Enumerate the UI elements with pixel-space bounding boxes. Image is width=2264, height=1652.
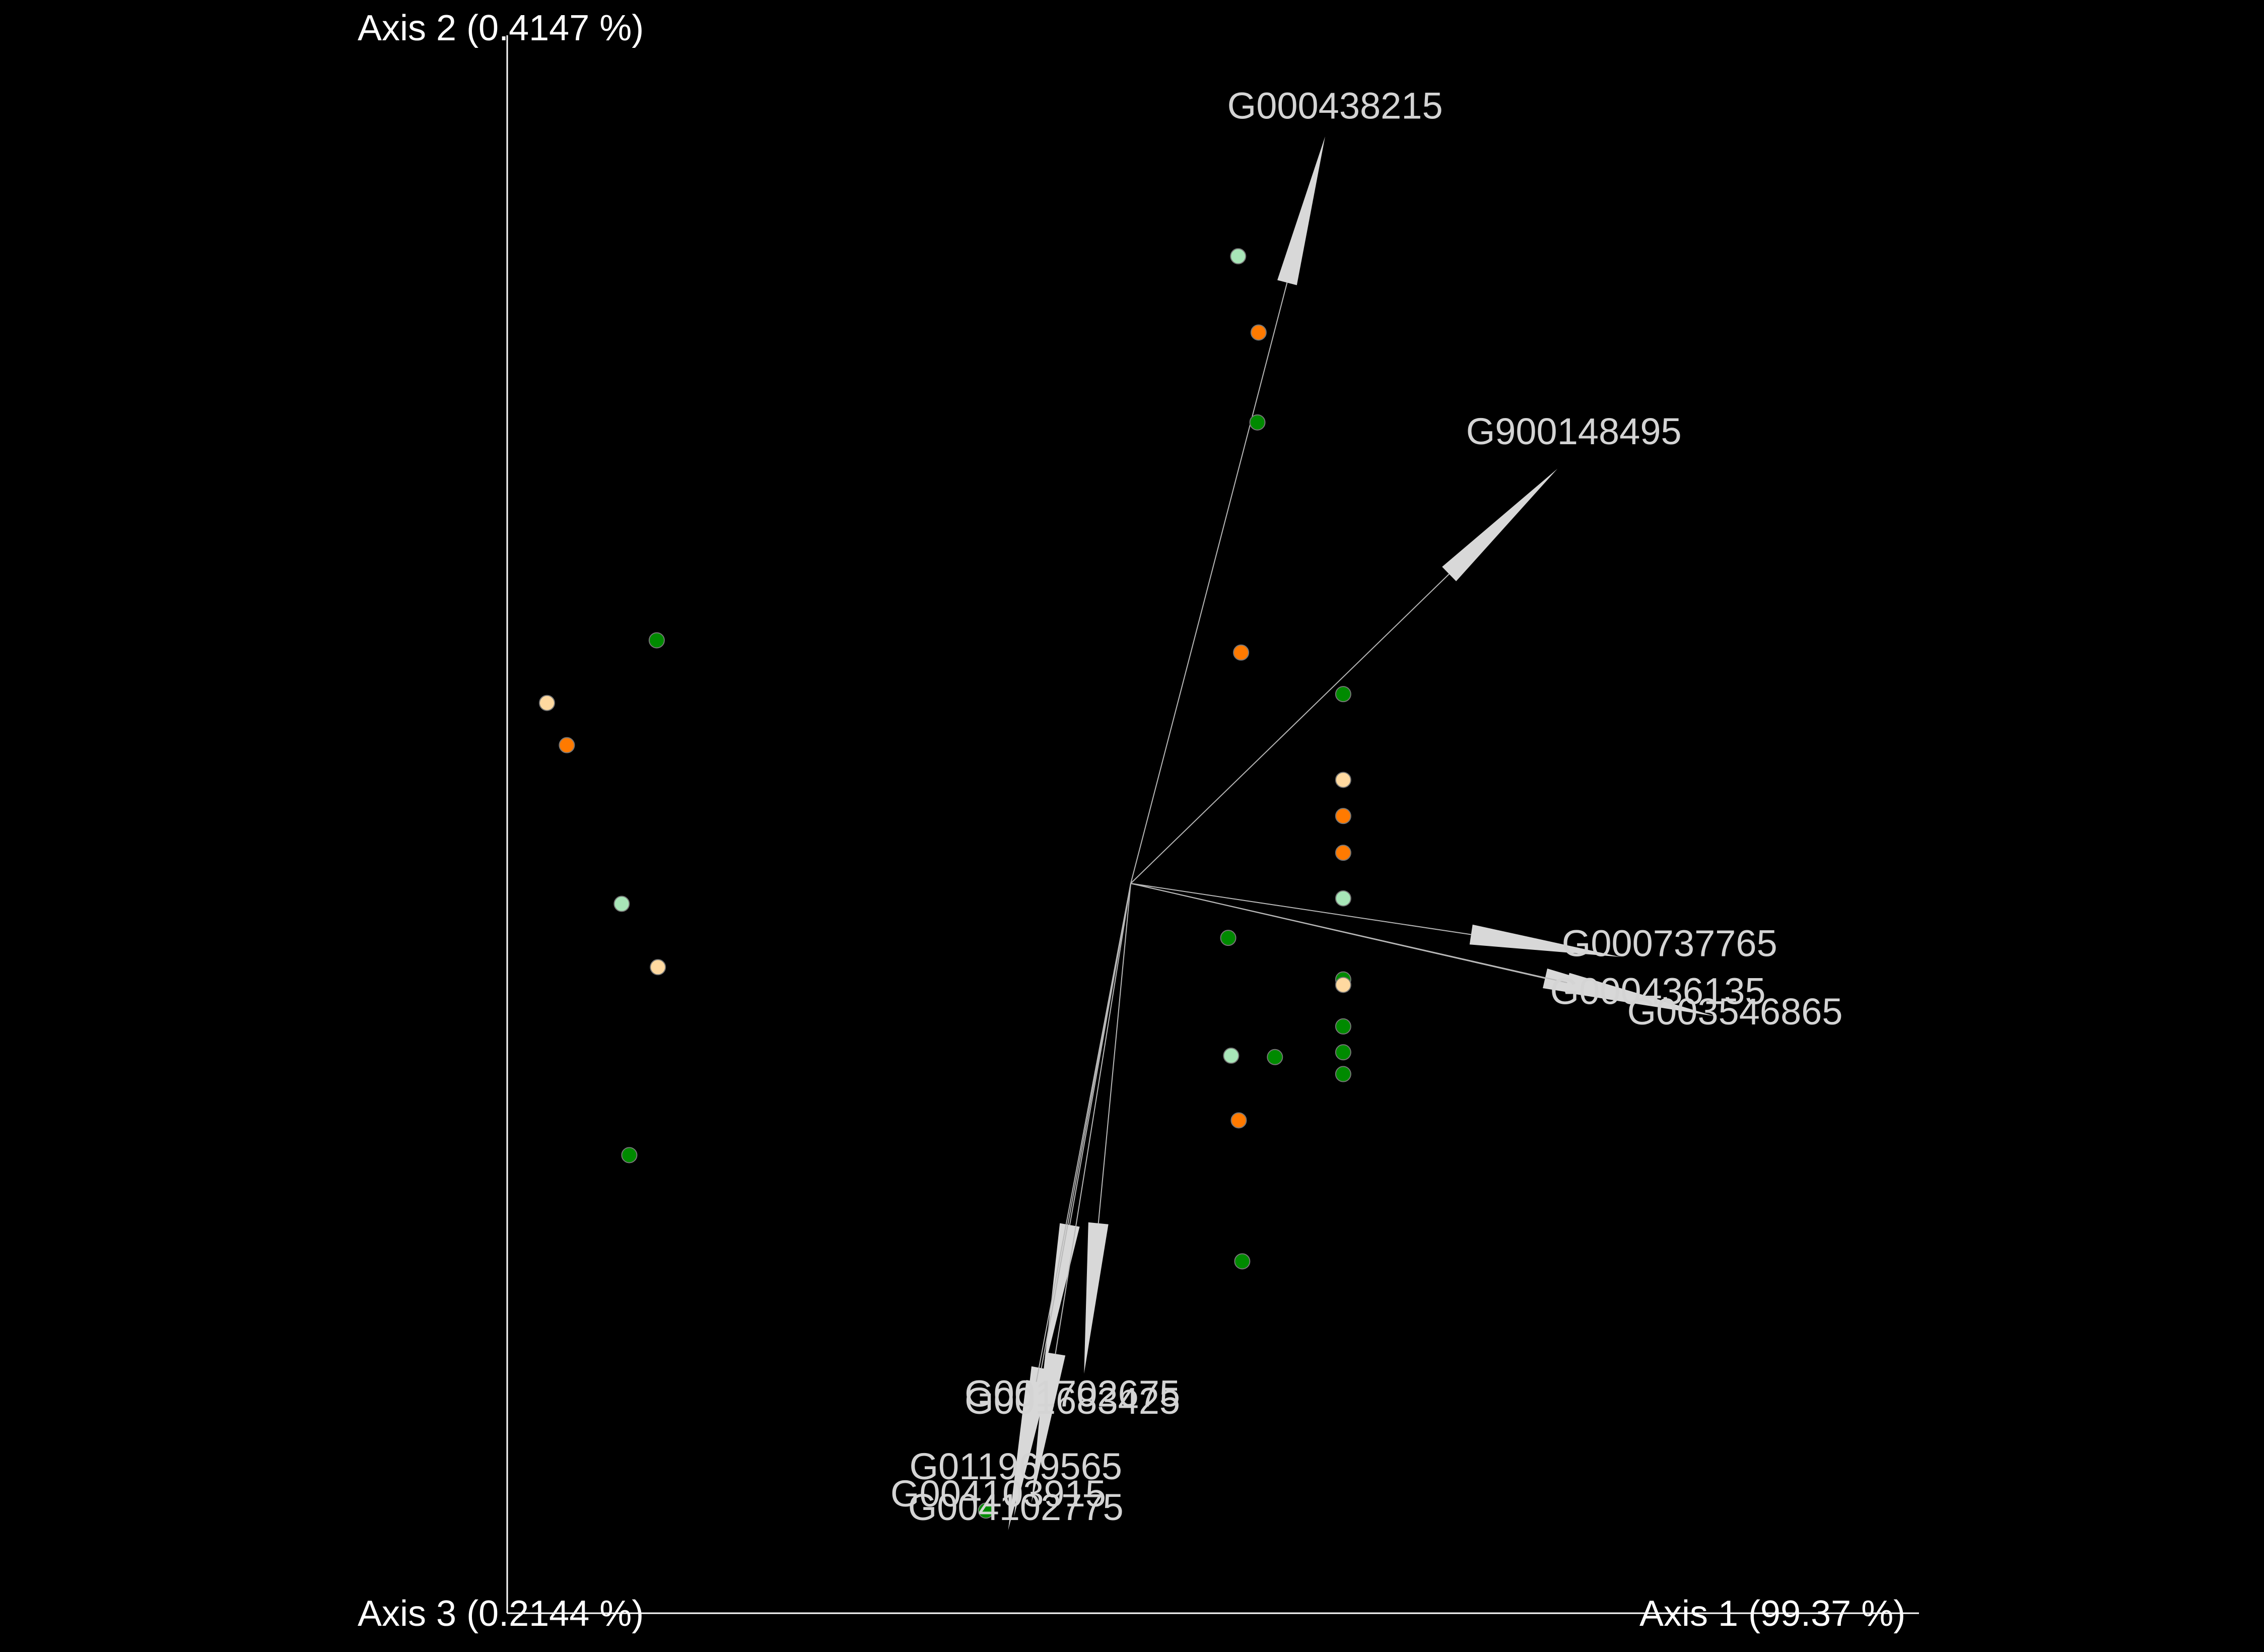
vector-label-2: G000737765 <box>1562 923 1777 965</box>
vector-line-9 <box>1036 883 1131 1382</box>
vector-label-1: G900148495 <box>1466 410 1682 452</box>
vector-label-9: G004102775 <box>908 1486 1124 1528</box>
sample-point-13 <box>1335 1044 1351 1061</box>
axis1-label: Axis 1 (99.37 %) <box>1639 1594 1905 1634</box>
vector-label-0: G000438215 <box>1227 85 1443 127</box>
axis2-label: Axis 2 (0.4147 %) <box>358 8 644 48</box>
vector-line-2 <box>1130 883 1471 935</box>
vector-line-5 <box>1097 883 1131 1223</box>
sample-point-5 <box>1335 772 1351 788</box>
vector-line-7 <box>1055 883 1131 1354</box>
sample-point-7 <box>1335 845 1351 861</box>
sample-point-12 <box>1335 1018 1351 1035</box>
sample-point-20 <box>648 632 665 649</box>
vector-arrowhead-6 <box>1043 1223 1080 1374</box>
vector-arrowhead-4 <box>1565 973 1714 1016</box>
vector-label-3: G000436135 <box>1550 970 1766 1012</box>
sample-point-0 <box>1230 248 1247 264</box>
vector-line-0 <box>1130 282 1288 884</box>
vector-labels: G000438215 G900148495 G000737765 G000436135… <box>890 85 1843 1528</box>
sample-point-1 <box>1250 324 1267 341</box>
vector-arrowhead-0 <box>1277 136 1325 286</box>
vector-arrowhead-8 <box>1014 1366 1052 1517</box>
sample-points <box>539 248 1351 1519</box>
sample-point-2 <box>1249 414 1266 431</box>
loading-vectors <box>1008 136 1714 1531</box>
vector-label-4: G003546865 <box>1627 991 1843 1032</box>
sample-point-22 <box>559 737 575 753</box>
sample-point-17 <box>1230 1112 1247 1129</box>
vector-label-7: G011969565 <box>909 1446 1122 1487</box>
sample-point-14 <box>1335 1066 1351 1082</box>
sample-point-16 <box>1267 1049 1283 1065</box>
sample-point-9 <box>1220 930 1237 946</box>
sample-point-8 <box>1335 890 1351 907</box>
vector-arrowhead-5 <box>1084 1222 1109 1374</box>
sample-point-3 <box>1233 644 1250 661</box>
vector-arrowhead-2 <box>1469 924 1621 957</box>
vector-arrowhead-1 <box>1442 468 1558 582</box>
vector-line-4 <box>1130 883 1567 984</box>
sample-point-23 <box>613 896 630 912</box>
vector-line-1 <box>1130 573 1450 884</box>
vector-label-5: G001702675 <box>965 1372 1180 1414</box>
vector-label-8: G004103915 <box>890 1473 1106 1515</box>
sample-point-19 <box>978 1502 994 1519</box>
vector-arrowhead-9 <box>1008 1380 1047 1531</box>
sample-point-18 <box>1234 1253 1251 1270</box>
sample-point-15 <box>1223 1048 1240 1064</box>
sample-point-25 <box>621 1147 638 1163</box>
axis3-label: Axis 3 (0.2144 %) <box>358 1594 644 1634</box>
sample-point-6 <box>1335 808 1351 824</box>
sample-point-24 <box>650 959 666 976</box>
sample-point-4 <box>1335 686 1351 703</box>
vector-arrowhead-7 <box>1031 1352 1066 1503</box>
sample-point-11 <box>1335 977 1351 993</box>
sample-point-21 <box>539 695 555 711</box>
vector-label-6: G001683425 <box>965 1380 1180 1422</box>
